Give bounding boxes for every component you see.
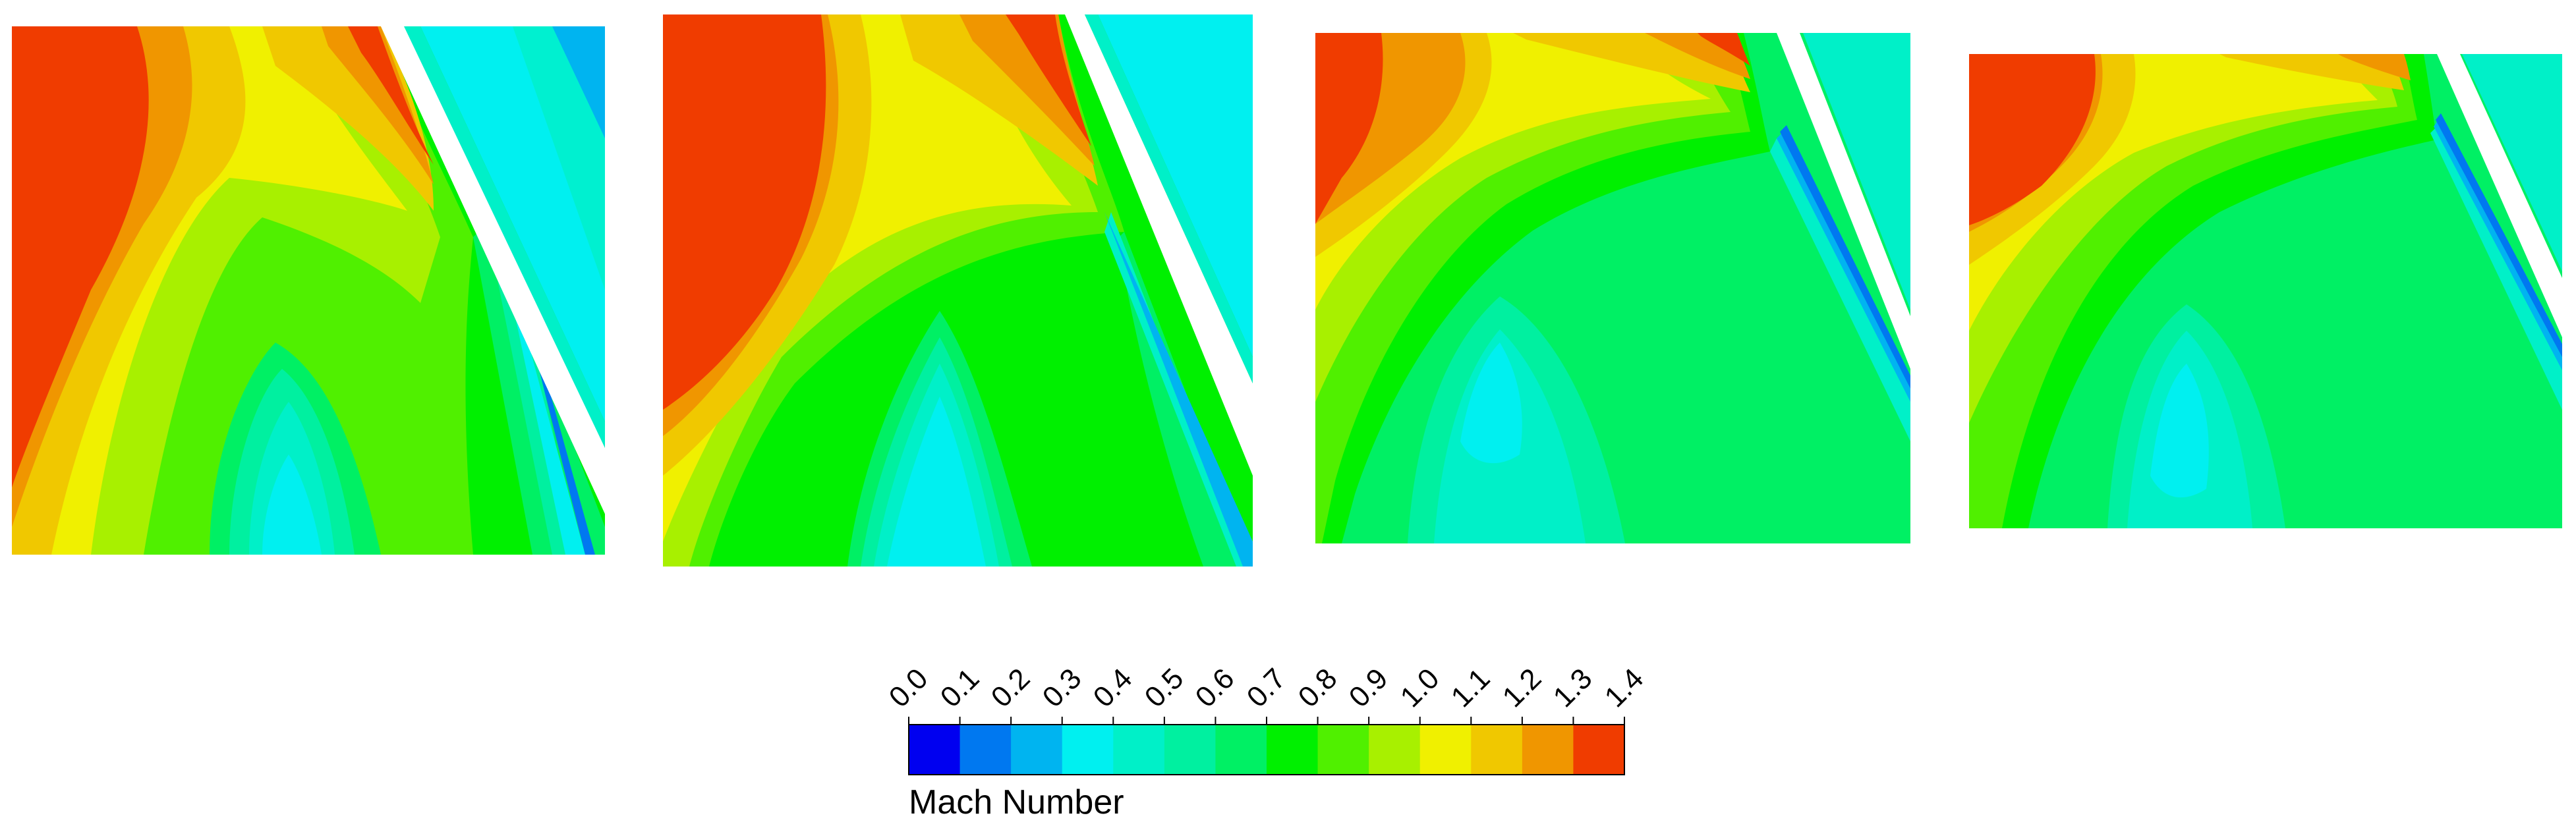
colorbar-swatch <box>1113 725 1165 775</box>
colorbar-swatch <box>1215 725 1267 775</box>
colorbar-swatch <box>1164 725 1216 775</box>
colorbar-title: Mach Number <box>909 783 1124 821</box>
colorbar-swatch <box>1011 725 1063 775</box>
colorbar-legend: 0.0 0.1 0.2 0.3 0.4 0.5 0.6 0.7 0.8 0.9 1.0 1.1 1.2 1… <box>863 632 1654 830</box>
contour-panel-1 <box>12 26 605 555</box>
contour-panel-2 <box>663 14 1253 567</box>
colorbar-swatch <box>1522 725 1574 775</box>
colorbar <box>908 717 1625 775</box>
colorbar-swatch <box>909 725 961 775</box>
contour-panel-3 <box>1315 33 1910 543</box>
colorbar-swatch <box>1267 725 1319 775</box>
colorbar-swatch <box>1062 725 1114 775</box>
colorbar-swatch <box>959 725 1012 775</box>
colorbar-swatch <box>1419 725 1472 775</box>
colorbar-swatch <box>1317 725 1369 775</box>
colorbar-swatch <box>1471 725 1523 775</box>
colorbar-swatch <box>1369 725 1421 775</box>
colorbar-swatch <box>1573 725 1625 775</box>
contour-panel-4 <box>1969 54 2562 528</box>
